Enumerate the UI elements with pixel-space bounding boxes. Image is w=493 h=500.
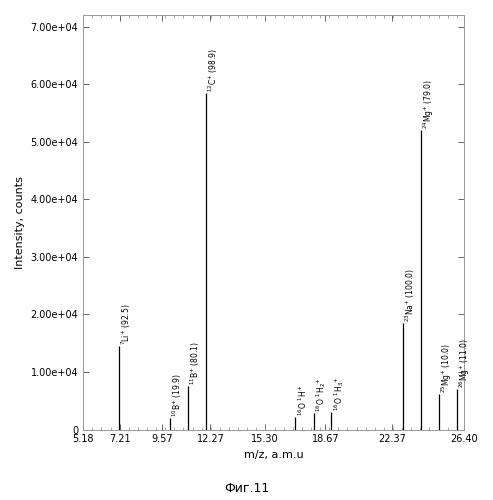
Text: $^{25}$Mg$^{+}$ (10.0): $^{25}$Mg$^{+}$ (10.0) — [440, 342, 454, 392]
Text: $^{16}$O $^{1}$H$_{2}$$^{+}$: $^{16}$O $^{1}$H$_{2}$$^{+}$ — [315, 378, 328, 412]
Text: $^{23}$Na$^{+}$ (100.0): $^{23}$Na$^{+}$ (100.0) — [404, 268, 417, 322]
Text: Фиг.11: Фиг.11 — [224, 482, 269, 495]
Text: $^{16}$O $^{1}$H$^{+}$: $^{16}$O $^{1}$H$^{+}$ — [296, 384, 309, 416]
Text: $^{12}$C$^{+}$ (98.9): $^{12}$C$^{+}$ (98.9) — [207, 48, 220, 92]
Text: $^{16}$O $^{1}$H$_{3}$$^{+}$: $^{16}$O $^{1}$H$_{3}$$^{+}$ — [332, 376, 346, 411]
Text: $^{7}$Li$^{+}$ (92.5): $^{7}$Li$^{+}$ (92.5) — [120, 304, 133, 345]
Y-axis label: Intensity, counts: Intensity, counts — [15, 176, 25, 268]
Text: $^{26}$Mg$^{+}$ (11.0): $^{26}$Mg$^{+}$ (11.0) — [458, 338, 472, 388]
Text: $^{10}$B$^{+}$ (19.9): $^{10}$B$^{+}$ (19.9) — [171, 373, 184, 417]
Text: $^{11}$B$^{+}$ (80.1): $^{11}$B$^{+}$ (80.1) — [189, 342, 202, 385]
Text: $^{24}$Mg$^{+}$ (79.0): $^{24}$Mg$^{+}$ (79.0) — [422, 79, 436, 129]
X-axis label: m/z, a.m.u: m/z, a.m.u — [244, 450, 304, 460]
